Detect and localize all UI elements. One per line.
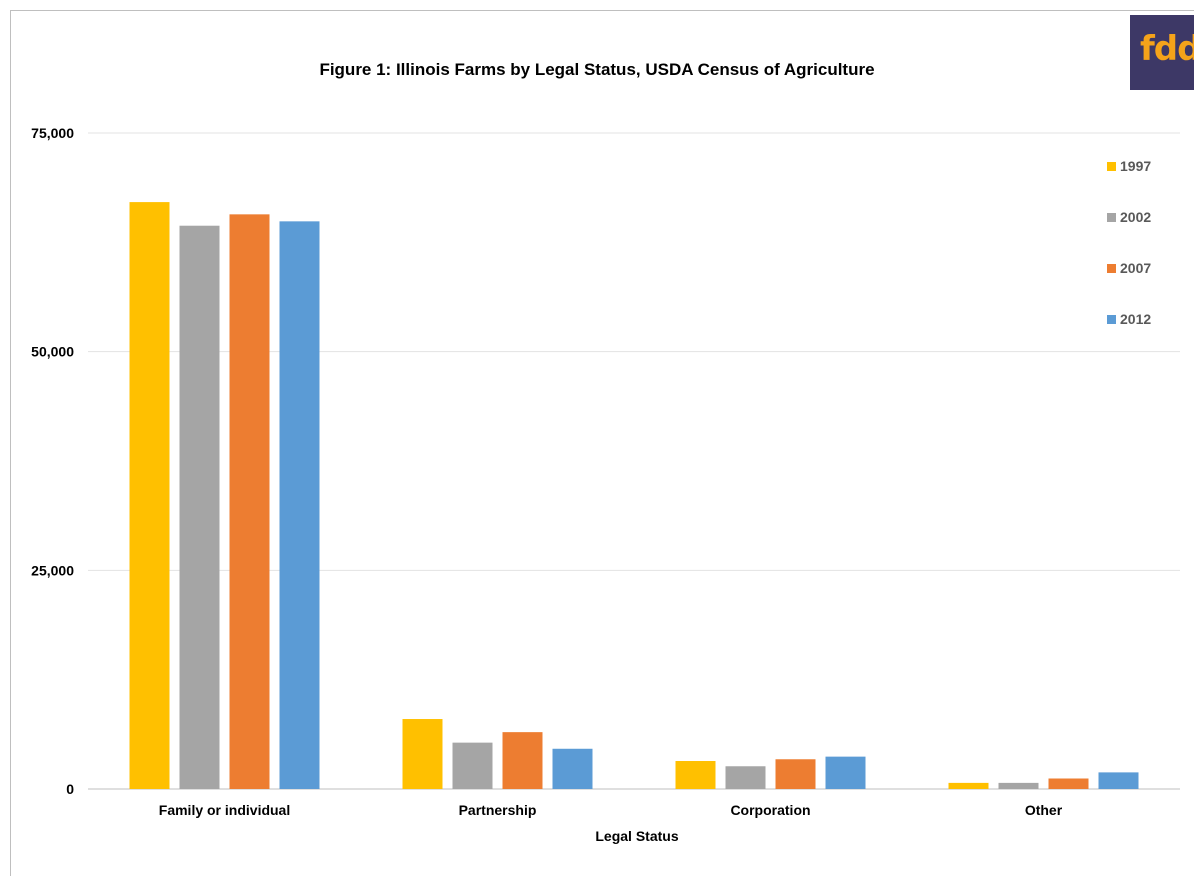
bar xyxy=(675,761,716,789)
bar xyxy=(775,759,816,789)
fdd-logo: fdd xyxy=(1130,15,1194,90)
bar xyxy=(725,766,766,789)
bar xyxy=(279,221,320,790)
y-tick-label: 50,000 xyxy=(31,344,74,360)
legend-label: 2012 xyxy=(1120,311,1151,327)
logo-text: fdd xyxy=(1140,29,1194,69)
bar xyxy=(1098,772,1139,789)
x-category-label: Partnership xyxy=(459,802,537,818)
x-category-label: Other xyxy=(1025,802,1063,818)
bar xyxy=(452,742,493,789)
x-category-label: Family or individual xyxy=(159,802,290,818)
chart-title: Figure 1: Illinois Farms by Legal Status… xyxy=(319,60,875,79)
bar xyxy=(229,214,270,789)
bar xyxy=(552,748,593,789)
legend-swatch xyxy=(1107,162,1116,171)
y-tick-label: 25,000 xyxy=(31,562,74,578)
legend-swatch xyxy=(1107,264,1116,273)
legend-label: 1997 xyxy=(1120,158,1151,174)
bar xyxy=(129,202,170,790)
y-tick-label: 0 xyxy=(66,781,74,797)
x-category-label: Corporation xyxy=(730,802,810,818)
bar xyxy=(402,719,443,789)
legend-swatch xyxy=(1107,315,1116,324)
legend-label: 2007 xyxy=(1120,260,1151,276)
gridlines xyxy=(88,132,1180,790)
x-axis-title: Legal Status xyxy=(595,828,678,844)
legend-label: 2002 xyxy=(1120,209,1151,225)
bar xyxy=(502,732,543,789)
bar xyxy=(948,782,989,789)
legend: 1997 2002 2007 2012 xyxy=(1107,158,1151,327)
y-axis: 0 25,000 50,000 75,000 xyxy=(31,125,74,797)
chart-frame xyxy=(10,10,1194,876)
bar xyxy=(825,756,866,789)
bar xyxy=(179,225,220,789)
legend-swatch xyxy=(1107,213,1116,222)
x-axis: Family or individual Partnership Corporati… xyxy=(159,802,1063,818)
bar xyxy=(1048,778,1089,789)
bar xyxy=(998,782,1039,789)
y-tick-label: 75,000 xyxy=(31,125,74,141)
bars xyxy=(129,202,1139,790)
